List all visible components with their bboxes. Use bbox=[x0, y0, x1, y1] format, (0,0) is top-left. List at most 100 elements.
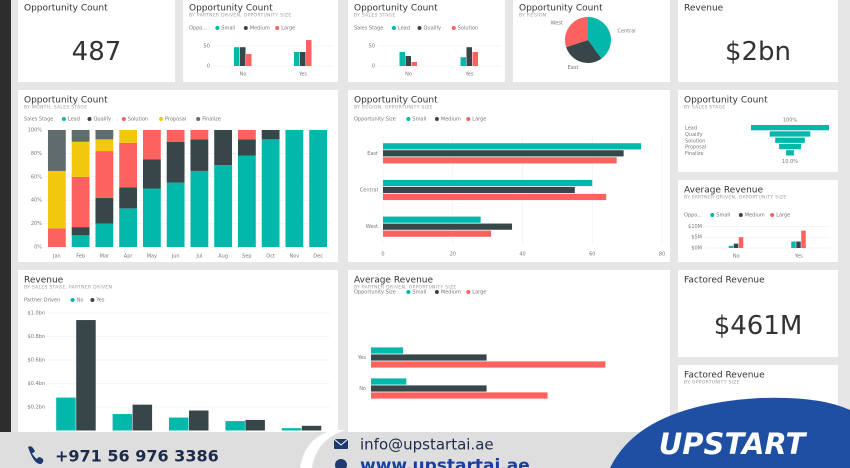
legend-label: Lead bbox=[68, 117, 80, 123]
y-tick-label: $0.4bn bbox=[28, 381, 45, 387]
bar-segment bbox=[166, 141, 185, 183]
x-tick-label: Yes bbox=[298, 72, 307, 78]
chart-title: Opportunity Count bbox=[519, 4, 603, 14]
chart-title: Opportunity Count bbox=[354, 96, 438, 106]
bar-segment bbox=[95, 139, 114, 152]
legend-marker bbox=[417, 26, 422, 30]
bar-segment bbox=[261, 139, 280, 247]
legend-label: Solution bbox=[128, 117, 148, 123]
tile bbox=[678, 270, 838, 357]
bar-segment bbox=[190, 130, 209, 140]
bar-segment bbox=[71, 235, 90, 247]
legend-label: Medium bbox=[250, 26, 270, 32]
y-tick-label: 0 bbox=[207, 64, 210, 70]
footer-arc bbox=[300, 430, 345, 468]
bar bbox=[245, 419, 265, 431]
x-tick-label: May bbox=[147, 254, 157, 260]
legend-marker bbox=[159, 117, 163, 121]
x-tick-label: No bbox=[405, 72, 412, 78]
tile bbox=[678, 90, 838, 172]
legend-marker bbox=[770, 213, 775, 217]
x-tick-label: Dec bbox=[313, 254, 323, 260]
legend-marker bbox=[243, 26, 248, 30]
legend-title: Sales Stage bbox=[24, 117, 53, 123]
bar bbox=[411, 62, 417, 66]
bar bbox=[281, 428, 302, 431]
x-tick-label: 60 bbox=[589, 252, 595, 258]
legend-title: Opportunity Size bbox=[354, 290, 396, 296]
bar-segment bbox=[237, 155, 256, 247]
screen-edge bbox=[0, 0, 11, 468]
website[interactable]: www.upstartai.ae bbox=[360, 456, 530, 468]
legend-label: Small bbox=[412, 117, 426, 123]
chart-title: Opportunity Count bbox=[24, 96, 108, 106]
bar bbox=[240, 47, 246, 66]
bar bbox=[56, 397, 76, 431]
x-tick-label: Jun bbox=[171, 254, 180, 260]
legend-marker bbox=[434, 290, 439, 294]
chart-title: Opportunity Count bbox=[684, 96, 768, 106]
pie-label: West bbox=[551, 20, 563, 26]
legend-label: Proposal bbox=[165, 117, 186, 123]
bar-segment bbox=[119, 208, 138, 247]
legend-label: Finalize bbox=[202, 117, 221, 123]
legend-marker bbox=[710, 213, 715, 217]
bar bbox=[405, 56, 411, 66]
x-tick-label: 80 bbox=[659, 252, 665, 258]
bar-segment bbox=[119, 142, 138, 188]
legend-label: Large bbox=[472, 290, 486, 296]
chart-title: Average Revenue bbox=[354, 276, 433, 286]
chart-title: Opportunity Count bbox=[354, 4, 438, 14]
x-tick-label: Nov bbox=[289, 254, 299, 260]
bar-segment bbox=[237, 139, 256, 156]
bar-segment bbox=[71, 176, 90, 228]
chart-subtitle: BY OPPORTUNITY SIZE bbox=[684, 380, 740, 386]
pie-slice bbox=[564, 17, 588, 48]
bar-segment bbox=[95, 223, 114, 247]
x-tick-label: Mar bbox=[100, 254, 110, 260]
x-tick-label: Feb bbox=[76, 254, 85, 260]
funnel-bar bbox=[775, 137, 805, 143]
x-tick-label: Yes bbox=[464, 72, 473, 78]
chart-title: Opportunity Count bbox=[189, 4, 273, 14]
bar bbox=[383, 230, 492, 237]
y-tick-label: East bbox=[367, 151, 378, 157]
bar bbox=[371, 385, 487, 392]
mail-icon-flap bbox=[333, 438, 349, 446]
legend-title: Oppo... bbox=[189, 26, 207, 32]
email[interactable]: info@upstartai.ae bbox=[360, 436, 494, 454]
y-tick-label: $0.2bn bbox=[28, 405, 45, 411]
legend-marker bbox=[215, 26, 220, 30]
bar bbox=[472, 52, 478, 66]
legend-label: Qualify bbox=[424, 26, 442, 32]
legend-marker bbox=[466, 117, 471, 121]
legend-marker bbox=[90, 298, 95, 302]
legend-marker bbox=[406, 117, 411, 121]
brand: UPSTART bbox=[659, 427, 808, 461]
funnel-bar bbox=[769, 131, 811, 137]
legend-marker bbox=[391, 26, 396, 30]
legend-label: Qualify bbox=[94, 117, 112, 123]
y-tick-label: 50 bbox=[204, 44, 210, 50]
x-tick-label: No bbox=[240, 72, 247, 78]
y-tick-label: 20% bbox=[31, 221, 42, 227]
bar bbox=[466, 47, 472, 66]
funnel-bar bbox=[779, 143, 801, 150]
pie-label: Central bbox=[617, 29, 635, 35]
bar-segment bbox=[95, 151, 114, 198]
funnel-label: Solution bbox=[685, 138, 705, 144]
footer: +971 56 976 3386 info@upstartai.ae www.u… bbox=[0, 397, 850, 468]
bar-segment bbox=[119, 130, 138, 143]
legend-marker bbox=[451, 26, 456, 30]
bar bbox=[383, 157, 617, 164]
legend-marker bbox=[121, 117, 126, 121]
legend-label: Solution bbox=[458, 26, 478, 32]
legend-marker bbox=[70, 298, 75, 302]
y-tick-label: $10M bbox=[688, 224, 702, 230]
funnel-label: Qualify bbox=[685, 132, 703, 138]
x-tick-label: Yes bbox=[794, 254, 803, 260]
x-tick-label: Oct bbox=[266, 254, 275, 260]
card-value: $2bn bbox=[725, 37, 791, 67]
bar-segment bbox=[309, 130, 328, 247]
bar-segment bbox=[142, 159, 161, 189]
